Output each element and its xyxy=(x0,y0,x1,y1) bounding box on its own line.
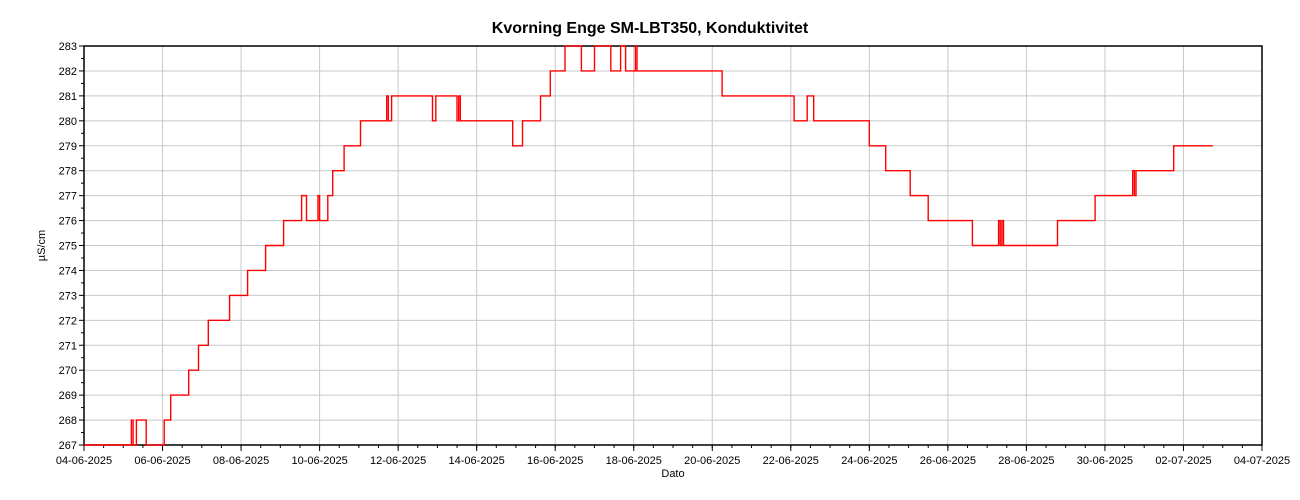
y-tick-label: 275 xyxy=(59,241,77,253)
x-tick-label: 26-06-2025 xyxy=(920,455,976,467)
x-tick-label: 28-06-2025 xyxy=(998,455,1054,467)
y-tick-label: 279 xyxy=(59,141,77,153)
series-line xyxy=(84,45,1213,446)
chart-title: Kvorning Enge SM-LBT350, Konduktivitet xyxy=(491,20,809,37)
y-tick-label: 267 xyxy=(59,440,77,452)
y-tick-label: 269 xyxy=(59,390,77,402)
x-tick-label: 22-06-2025 xyxy=(763,455,819,467)
x-tick-label: 06-06-2025 xyxy=(134,455,190,467)
y-tick-label: 282 xyxy=(59,66,77,78)
x-tick-label: 14-06-2025 xyxy=(449,455,505,467)
y-tick-label: 268 xyxy=(59,415,77,427)
y-axis: 267 268 269 270 271 272 273 274 275 276 277 278 279 2… xyxy=(59,41,84,452)
x-tick-label: 10-06-2025 xyxy=(291,455,347,467)
y-tick-label: 280 xyxy=(59,116,77,128)
x-tick-label: 20-06-2025 xyxy=(684,455,740,467)
y-tick-label: 277 xyxy=(59,191,77,203)
y-tick-label: 270 xyxy=(59,365,77,377)
x-tick-label: 02-07-2025 xyxy=(1155,455,1211,467)
x-axis-label: Dato xyxy=(661,468,684,480)
y-tick-label: 276 xyxy=(59,216,77,228)
y-tick-label: 274 xyxy=(59,265,77,277)
x-tick-label: 12-06-2025 xyxy=(370,455,426,467)
grid-lines xyxy=(83,45,1263,446)
x-tick-label: 04-07-2025 xyxy=(1234,455,1290,467)
x-tick-label: 04-06-2025 xyxy=(56,455,112,467)
y-tick-label: 273 xyxy=(59,290,77,302)
y-tick-label: 278 xyxy=(59,166,77,178)
y-tick-label: 283 xyxy=(59,41,77,53)
series-layer xyxy=(84,45,1213,446)
y-tick-label: 281 xyxy=(59,91,77,103)
x-tick-label: 30-06-2025 xyxy=(1077,455,1133,467)
x-tick-label: 08-06-2025 xyxy=(213,455,269,467)
x-tick-label: 24-06-2025 xyxy=(841,455,897,467)
x-tick-label: 18-06-2025 xyxy=(606,455,662,467)
y-tick-label: 271 xyxy=(59,340,77,352)
x-tick-label: 16-06-2025 xyxy=(527,455,583,467)
y-axis-label: µS/cm xyxy=(36,230,48,261)
x-axis: 04-06-2025 06-06-2025 08-06-2025 10-06-2025… xyxy=(56,445,1290,467)
y-tick-label: 272 xyxy=(59,315,77,327)
